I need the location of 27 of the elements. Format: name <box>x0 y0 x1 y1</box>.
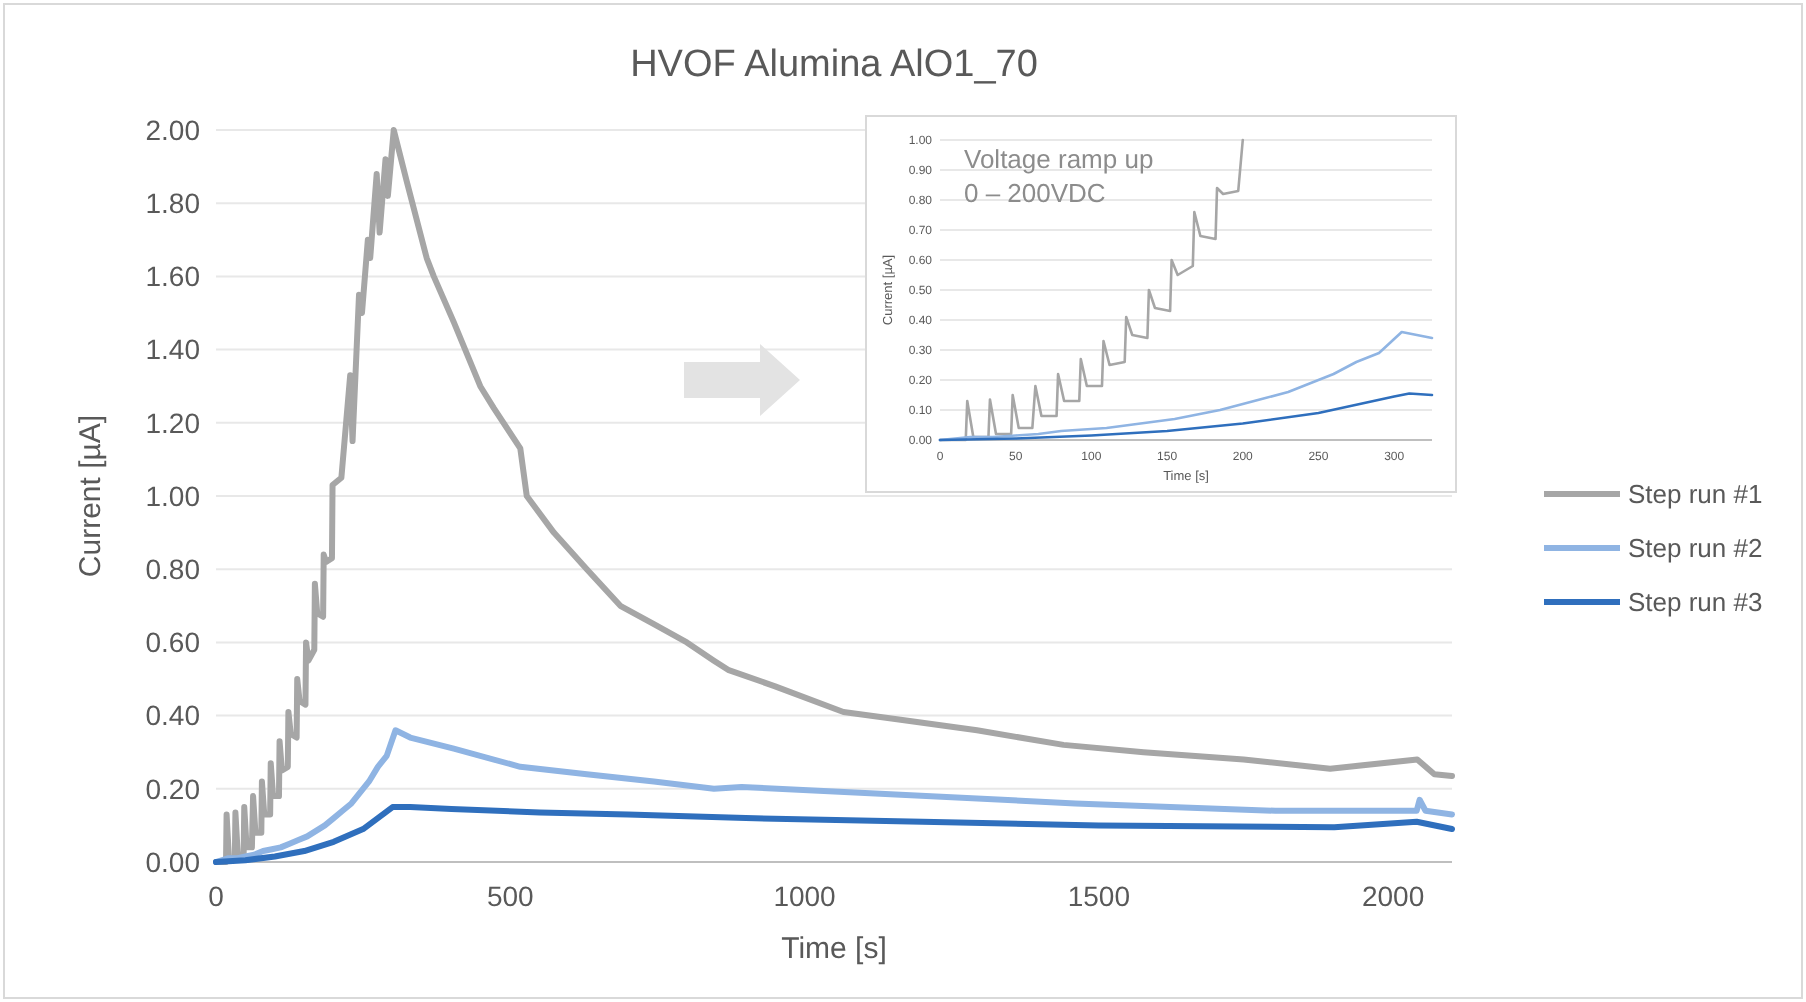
legend-label: Step run #2 <box>1628 533 1763 564</box>
x-tick-label: 1000 <box>773 880 837 912</box>
line-series <box>938 392 1434 442</box>
y-tick-label: 1.60 <box>145 260 201 293</box>
y-tick-label: 0.00 <box>145 845 201 878</box>
y-tick-label: 2.00 <box>145 113 201 146</box>
x-tick-label: 0 <box>208 880 225 912</box>
y-tick-label: 1.00 <box>145 479 201 512</box>
x-tick-label: 1500 <box>1067 880 1131 912</box>
y-axis-title: Current [µA] <box>74 414 108 578</box>
y-tick-label: 0.80 <box>145 553 201 585</box>
chart-title: HVOF Alumina AlO1_70 <box>630 44 1038 86</box>
annotation: Voltage ramp up 0 – 200VDC <box>964 144 1154 208</box>
y-tick-label: 0.60 <box>145 626 201 659</box>
x-tick-label: 2000 <box>1361 880 1425 912</box>
y-tick-label: 0.20 <box>145 772 201 805</box>
y-tick-label: 1.80 <box>145 187 201 219</box>
line-series <box>213 804 1455 865</box>
legend-label: Step run #1 <box>1628 479 1763 510</box>
x-tick-label: 500 <box>486 880 535 912</box>
y-tick-label: 1.20 <box>145 406 201 439</box>
legend-label: Step run #3 <box>1628 587 1763 618</box>
line-series <box>213 727 1455 865</box>
line-series <box>938 330 1434 442</box>
x-axis-title: Time [s] <box>781 932 887 966</box>
y-tick-label: 0.40 <box>145 699 201 732</box>
y-tick-label: 1.40 <box>145 333 201 366</box>
